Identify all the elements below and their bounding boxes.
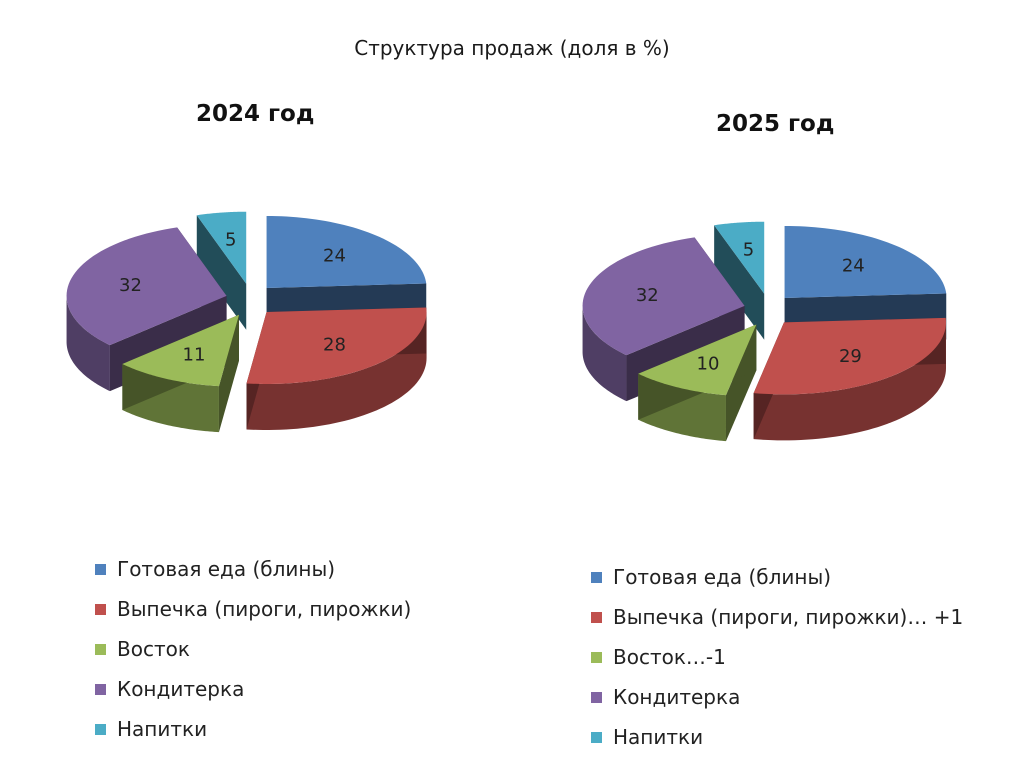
- chart-2025-title: 2025 год: [716, 111, 835, 137]
- chart-main-title: Структура продаж (доля в %): [354, 36, 670, 60]
- legend-swatch: [591, 691, 602, 703]
- data-label-восток: 11: [183, 344, 206, 365]
- slice-top: [714, 221, 765, 294]
- slice-side: [246, 312, 427, 431]
- chart-2024-title: 2024 год: [196, 101, 315, 127]
- legend-label: Кондитерка: [117, 677, 245, 701]
- legend-swatch: [591, 651, 602, 663]
- slice-top: [246, 307, 427, 385]
- legend-label: Восток: [117, 637, 190, 661]
- legend-label: Восток…-1: [613, 645, 726, 669]
- slice-top: [122, 314, 240, 387]
- legend-label: Кондитерка: [613, 685, 741, 709]
- legend-item: Готовая еда (блины): [591, 557, 963, 597]
- legend-swatch: [95, 603, 106, 615]
- slice-edge: [714, 225, 765, 340]
- legend-swatch: [95, 683, 106, 695]
- legend-item: Готовая еда (блины): [95, 549, 411, 589]
- slice-top: [638, 324, 757, 396]
- legend-swatch: [591, 571, 602, 583]
- slice-top: [753, 317, 946, 395]
- slice-выпечка-пироги-пирожки: 28: [246, 307, 427, 431]
- legend-label: Выпечка (пироги, пирожки)… +1: [613, 605, 964, 629]
- slice-top: [66, 227, 227, 346]
- legend-item: Выпечка (пироги, пирожки)… +1: [591, 597, 963, 637]
- legend-2024: Готовая еда (блины) Выпечка (пироги, пиро…: [95, 549, 411, 749]
- slice-top: [582, 237, 745, 356]
- legend-swatch: [591, 731, 602, 743]
- slice-напитки: 5: [196, 211, 247, 330]
- legend-label: Готовая еда (блины): [613, 565, 832, 589]
- legend-label: Готовая еда (блины): [117, 557, 336, 581]
- data-label-выпечка-пироги-пирожки: 28: [323, 335, 346, 356]
- legend-item: Кондитерка: [591, 677, 963, 717]
- data-label-кондитерка: 32: [119, 275, 142, 296]
- legend-label: Напитки: [613, 725, 704, 749]
- data-label-выпечка-пироги-пирожки: 29: [839, 346, 862, 367]
- data-label-готовая-еда-блины: 24: [323, 245, 346, 266]
- legend-swatch: [95, 723, 106, 735]
- data-label-напитки: 5: [743, 240, 754, 261]
- slice-выпечка-пироги-пирожки: 29: [753, 317, 947, 441]
- data-label-восток: 10: [697, 354, 720, 375]
- slice-напитки: 5: [714, 221, 765, 340]
- legend-item: Восток…-1: [591, 637, 963, 677]
- slice-восток: 11: [122, 314, 240, 433]
- slice-top: [196, 211, 247, 284]
- legend-label: Выпечка (пироги, пирожки): [117, 597, 412, 621]
- legend-2025: Готовая еда (блины) Выпечка (пироги, пиро…: [591, 557, 963, 757]
- data-label-кондитерка: 32: [636, 285, 659, 306]
- data-label-напитки: 5: [225, 230, 236, 251]
- legend-item: Напитки: [95, 709, 411, 749]
- slice-side: [753, 322, 947, 441]
- legend-item: Кондитерка: [95, 669, 411, 709]
- legend-item: Восток: [95, 629, 411, 669]
- legend-label: Напитки: [117, 717, 208, 741]
- legend-swatch: [95, 563, 106, 575]
- legend-item: Напитки: [591, 717, 963, 757]
- slice-side: [582, 305, 627, 402]
- slice-top: [266, 215, 427, 288]
- slice-восток: 10: [638, 324, 757, 442]
- slice-top: [784, 225, 947, 298]
- slice-edge: [196, 215, 247, 330]
- slice-кондитерка: 32: [582, 237, 745, 402]
- data-label-готовая-еда-блины: 24: [842, 255, 865, 276]
- slice-side: [66, 295, 110, 392]
- legend-swatch: [95, 643, 106, 655]
- legend-swatch: [591, 611, 602, 623]
- legend-item: Выпечка (пироги, пирожки): [95, 589, 411, 629]
